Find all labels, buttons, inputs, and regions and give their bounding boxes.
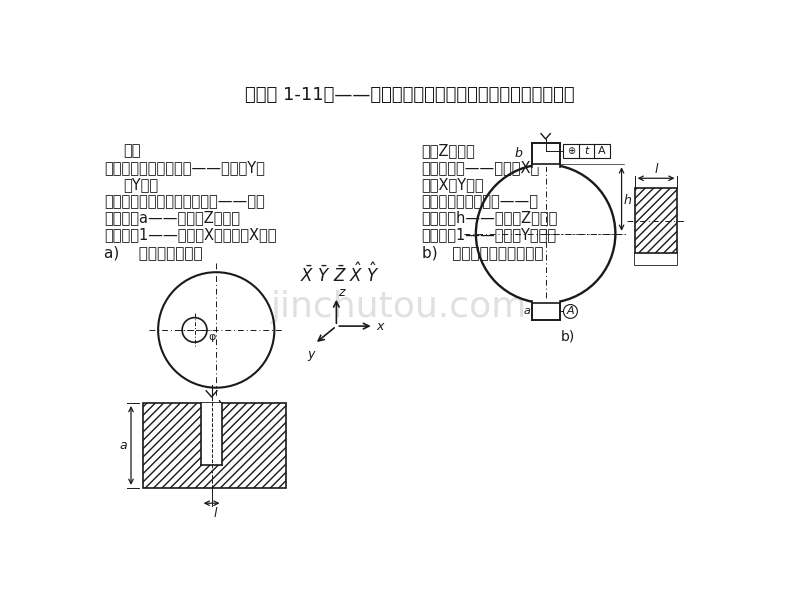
Text: l: l [213, 507, 217, 520]
Text: 保证尺寸1——限制沿X移动；绕X转动: 保证尺寸1——限制沿X移动；绕X转动 [104, 227, 276, 242]
Text: 保证孔轴线与底面垂直——限制绕Y转: 保证孔轴线与底面垂直——限制绕Y转 [104, 160, 265, 175]
Bar [201, 403, 222, 464]
Text: 保证孔轴线通过外圆轴线平面——限制: 保证孔轴线通过外圆轴线平面——限制 [104, 194, 265, 209]
Text: h: h [624, 194, 632, 207]
Text: a): a) [210, 399, 223, 413]
Text: jinchutou.com: jinchutou.com [270, 290, 526, 324]
Bar [142, 403, 286, 488]
Bar [634, 187, 678, 265]
Text: 动。: 动。 [123, 143, 141, 158]
Text: b: b [514, 147, 522, 160]
Text: 沿Y移动: 沿Y移动 [123, 177, 158, 192]
Text: b): b) [561, 329, 575, 343]
Text: a: a [523, 307, 530, 316]
Bar [563, 145, 610, 158]
Bar [142, 403, 286, 488]
Bar [532, 161, 559, 167]
Bar [532, 299, 559, 305]
Text: A: A [598, 146, 606, 157]
Text: a)    限制五个自由度: a) 限制五个自由度 [104, 245, 202, 260]
Text: b)   六个自由度都必须限制: b) 六个自由度都必须限制 [422, 245, 543, 260]
Text: 保证尺寸a——限制沿Z移动；: 保证尺寸a——限制沿Z移动； [104, 211, 240, 226]
Text: A: A [566, 307, 574, 316]
Text: 保证尺寸1——限制沿Y移动；: 保证尺寸1——限制沿Y移动； [422, 227, 557, 242]
Text: z: z [338, 286, 345, 299]
Text: $\bar{X}\ \bar{Y}\ \bar{Z}\ \hat{X}\ \hat{Y}$: $\bar{X}\ \bar{Y}\ \bar{Z}\ \hat{X}\ \ha… [300, 262, 380, 286]
Text: x: x [376, 320, 383, 332]
Bar [532, 143, 559, 164]
Text: 制绕X，Y转动: 制绕X，Y转动 [422, 177, 484, 192]
Text: ⊕: ⊕ [567, 146, 575, 157]
Text: y: y [307, 347, 314, 361]
Text: 保证尺寸h——限制沿Z移动；: 保证尺寸h——限制沿Z移动； [422, 211, 558, 226]
Text: 保证槽底与轴线平行——限: 保证槽底与轴线平行——限 [422, 194, 538, 209]
Text: t: t [585, 146, 589, 157]
Text: 动和Z转动；: 动和Z转动； [422, 143, 475, 158]
Text: 保证对称度——限制沿X移: 保证对称度——限制沿X移 [422, 160, 540, 175]
Bar [634, 253, 678, 265]
Text: a): a) [210, 399, 223, 413]
Text: 第一章 1-11题——确定加工图示待加工表面应限制的自由度数: 第一章 1-11题——确定加工图示待加工表面应限制的自由度数 [245, 86, 575, 104]
Text: a: a [119, 439, 127, 452]
Text: φ: φ [209, 332, 216, 342]
Text: l: l [654, 163, 658, 176]
Bar [532, 303, 559, 320]
